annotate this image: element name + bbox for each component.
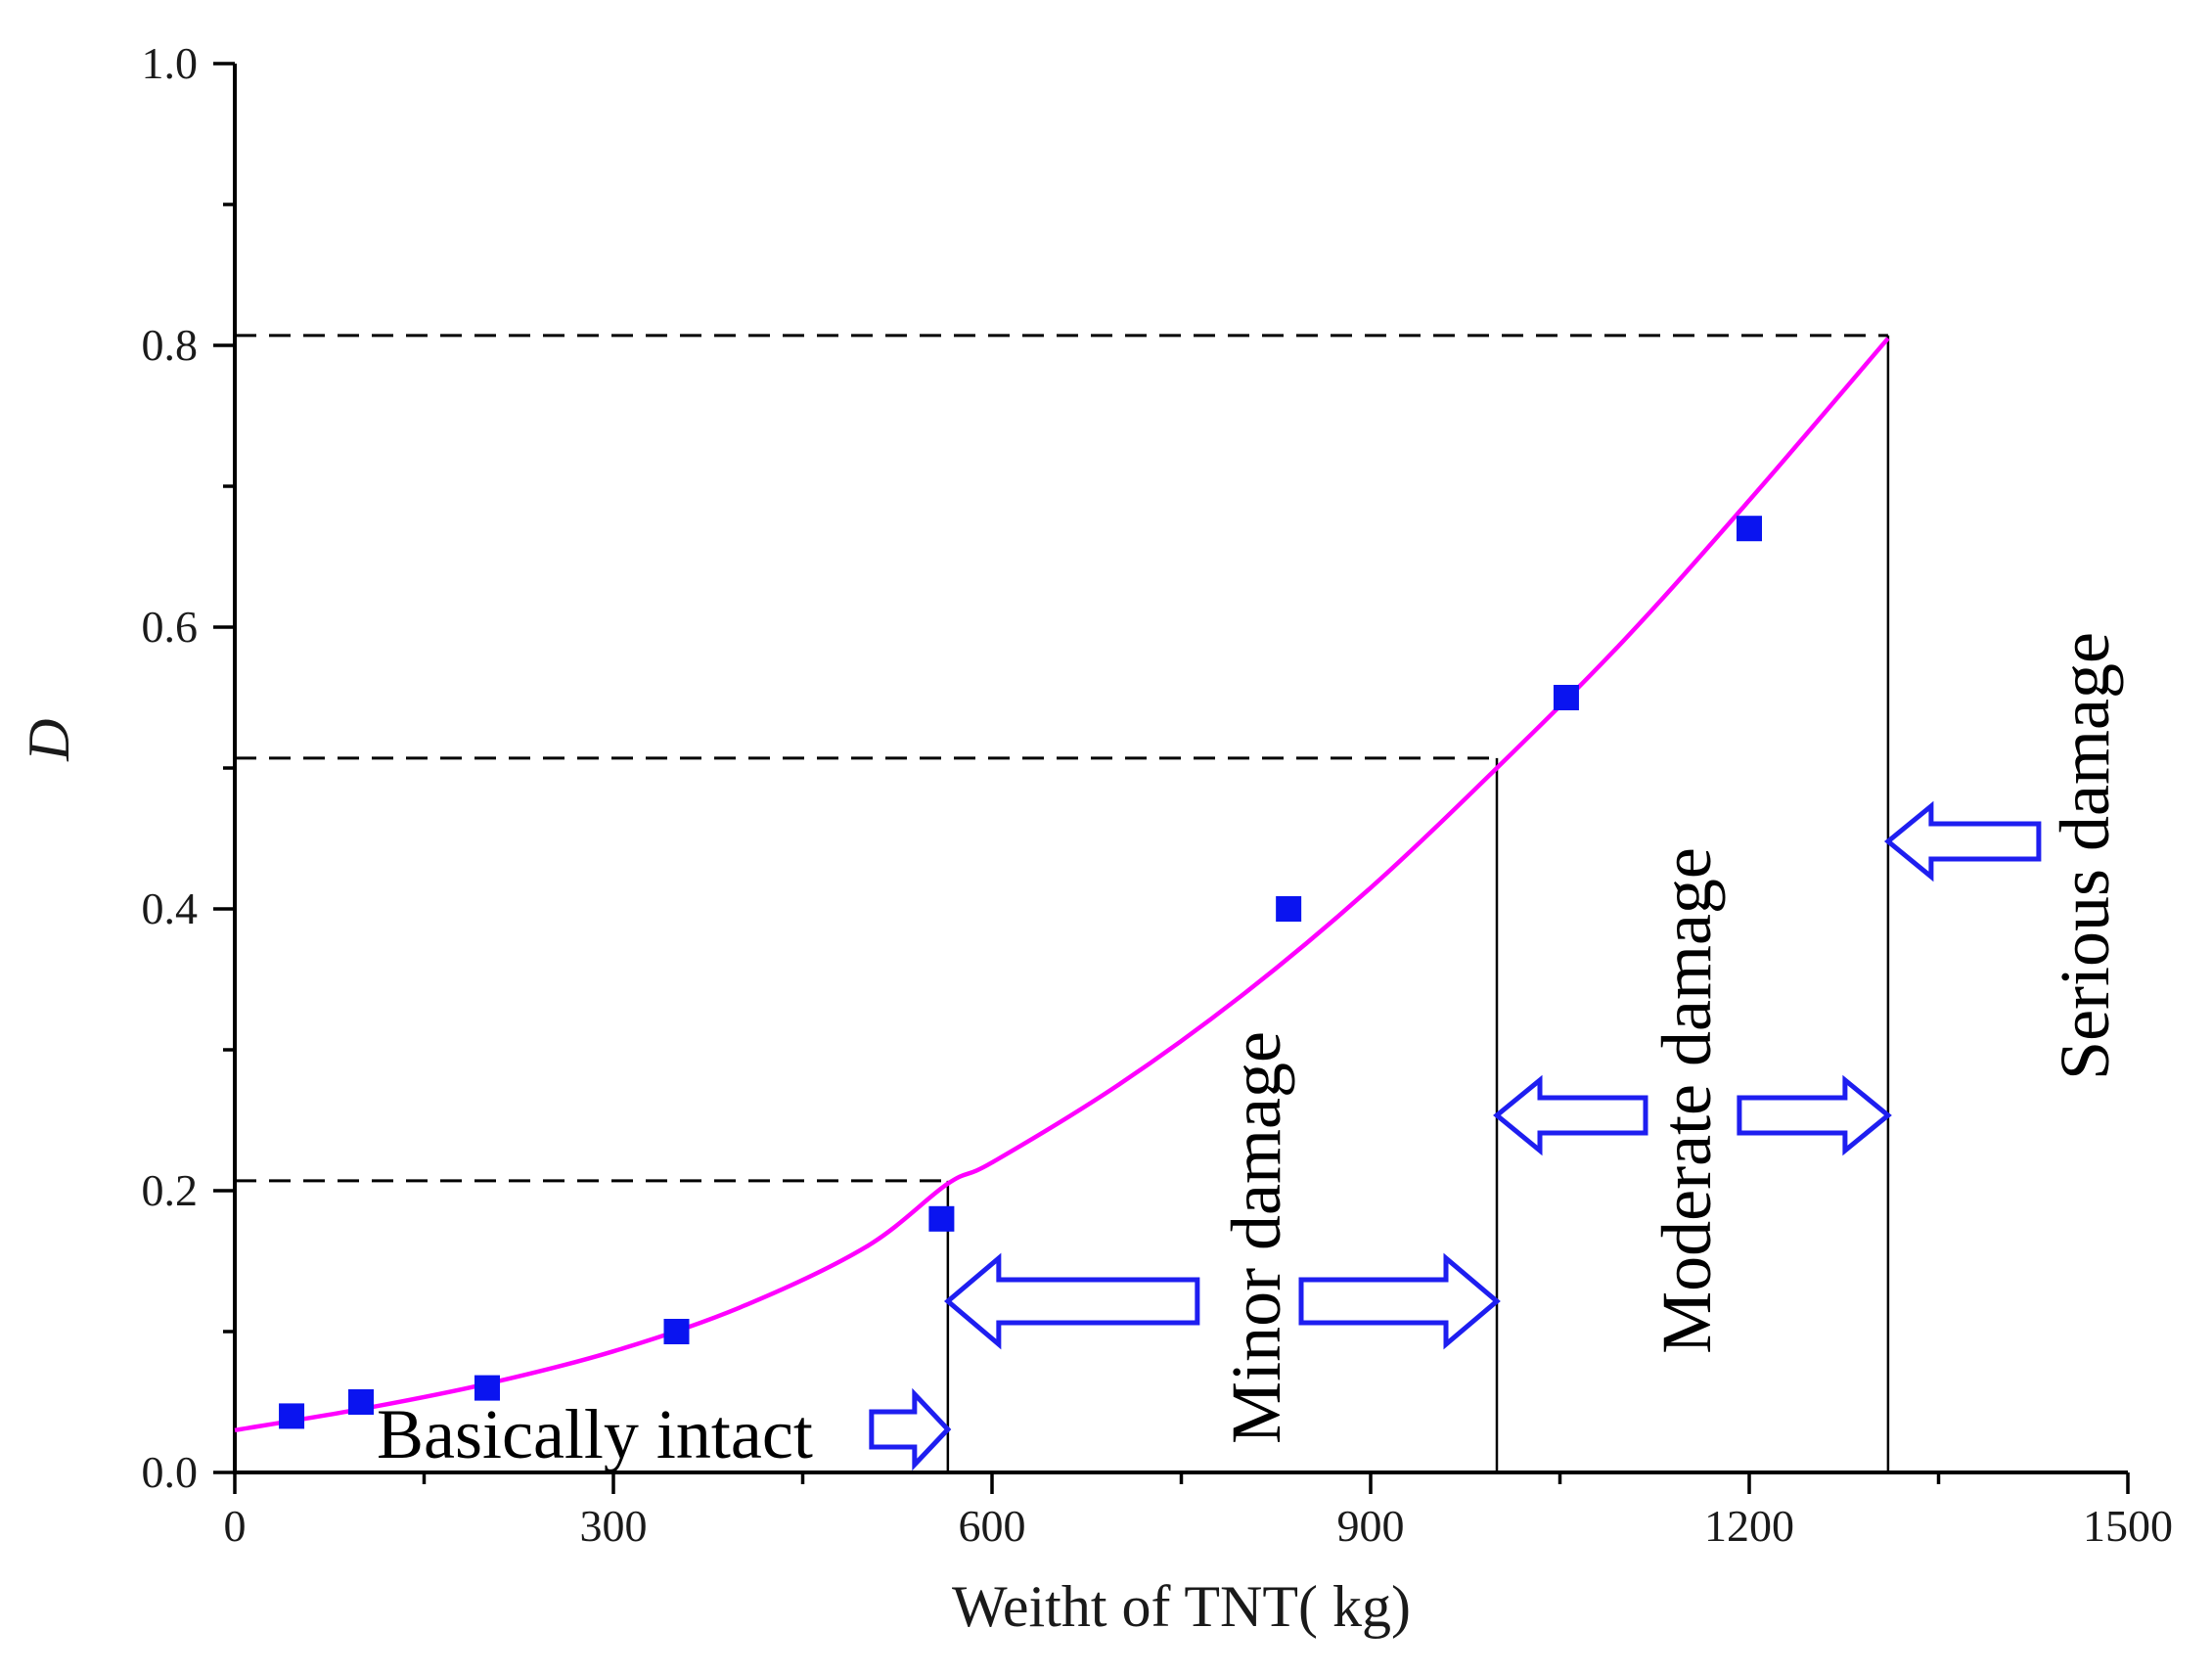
data-point [1553, 685, 1579, 710]
zone-label-basically-intact: Basically intact [377, 1395, 813, 1473]
zone-label-moderate-damage: Moderate damage [1648, 847, 1726, 1354]
y-axis-title: D [17, 719, 81, 762]
data-point [279, 1403, 305, 1429]
arrow-right-minor [1298, 1252, 1501, 1350]
arrow-left-serious [1883, 800, 2042, 882]
x-tick-label: 600 [959, 1501, 1026, 1551]
data-point [1276, 896, 1302, 922]
data-point [928, 1205, 955, 1232]
data-point [348, 1389, 374, 1415]
y-tick-label: 0.8 [142, 320, 199, 370]
fit-curve [234, 337, 1890, 1433]
y-tick-label: 1.0 [142, 38, 199, 88]
x-axis-title: Weitht of TNT( kg) [952, 1574, 1411, 1639]
x-tick-label: 0 [224, 1501, 247, 1551]
arrow-left-minor [943, 1252, 1200, 1350]
zone-label-serious-damage: Serious damage [2046, 632, 2124, 1080]
x-tick-label: 300 [580, 1501, 648, 1551]
x-tick-label: 1500 [2083, 1501, 2173, 1551]
arrow-left-moderate [1493, 1074, 1648, 1156]
y-tick-label: 0.4 [142, 883, 199, 933]
arrow-right-moderate [1737, 1074, 1892, 1156]
x-tick-label: 900 [1337, 1501, 1405, 1551]
data-point [474, 1375, 500, 1401]
x-tick-label: 1200 [1704, 1501, 1794, 1551]
y-tick-label: 0.0 [142, 1447, 199, 1497]
y-tick-label: 0.6 [142, 602, 199, 652]
y-tick-label: 0.2 [142, 1165, 199, 1215]
data-point [663, 1319, 690, 1344]
arrow-right-intact [869, 1387, 952, 1471]
zone-label-minor-damage: Minor damage [1217, 1031, 1295, 1444]
data-point [1737, 516, 1762, 542]
